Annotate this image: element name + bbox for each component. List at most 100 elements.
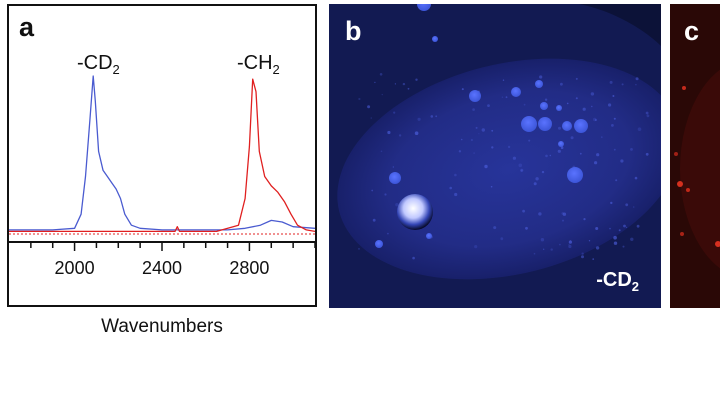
speckle-dot <box>384 193 387 196</box>
peak-label-cd2-text: -CD <box>77 52 113 74</box>
speckle-dot <box>568 240 572 244</box>
speckle-dot <box>535 177 539 181</box>
speckle-dot <box>632 206 635 208</box>
spectrum-chart: 2000 2400 2800 <box>9 75 315 278</box>
speckle-dot <box>608 103 612 107</box>
speckle-dot <box>475 126 478 129</box>
speckle-dot <box>522 209 525 213</box>
speckle-dot <box>470 138 473 142</box>
speckle-dot <box>539 75 543 79</box>
speckle-dot <box>620 159 624 163</box>
speckle-dot <box>398 134 402 137</box>
peak-label-ch2: -CH2 <box>237 52 280 77</box>
panel-a-letter: a <box>19 12 35 42</box>
speckle-dot <box>590 92 595 96</box>
speckle-dot <box>380 150 383 153</box>
speckle-dot <box>596 153 600 157</box>
channel-label-sub: 2 <box>631 279 639 294</box>
speckle-dot <box>595 227 599 230</box>
speckle-dot <box>562 212 567 216</box>
speckle-dot <box>474 245 478 249</box>
speckle-dot <box>630 237 634 241</box>
panel-b-channel-label: -CD2 <box>596 269 639 294</box>
speckle-dot <box>618 229 621 232</box>
speckle-dot <box>560 146 564 149</box>
speckle-dot <box>472 108 475 111</box>
lipid-droplets <box>375 4 588 248</box>
speckle-dot <box>646 114 650 118</box>
panel-c-letter: c <box>684 16 700 46</box>
speckle-dot <box>392 166 394 168</box>
speckle-dot <box>562 219 564 222</box>
speckle-dot <box>582 107 586 111</box>
series-line-cd2 <box>9 75 315 231</box>
speckle-dot <box>637 127 642 131</box>
speckle-dot <box>525 226 528 230</box>
speckle-dot <box>507 145 511 149</box>
speckle-dot <box>538 212 542 216</box>
speckle-dot <box>621 83 624 86</box>
speckle-dot <box>493 226 497 230</box>
speckle-dot <box>579 152 582 155</box>
cell-image-cd2 <box>329 4 661 308</box>
speckle-dot <box>645 152 649 156</box>
speckle-dot <box>520 168 524 172</box>
speckle-dot <box>615 179 618 182</box>
speckle-dot <box>634 176 638 180</box>
speckle-dot <box>407 87 410 90</box>
speckle-dot <box>613 235 617 240</box>
speckle-dot <box>505 96 508 99</box>
speckle-dot <box>568 244 570 246</box>
speckle-dot <box>490 185 493 188</box>
large-droplet <box>397 194 433 230</box>
speckle-dot <box>623 224 626 228</box>
speckle-dot <box>487 104 490 107</box>
x-tick-label: 2800 <box>229 258 269 278</box>
speckle-dot <box>501 96 504 98</box>
speckle-dot <box>583 218 586 221</box>
speckle-dot <box>374 81 376 84</box>
peak-label-ch2-sub: 2 <box>272 62 280 77</box>
speckle-dot <box>500 237 504 241</box>
channel-label-text: -CD <box>596 269 632 291</box>
speckle-dot <box>581 252 584 255</box>
speckle-dot <box>611 124 614 127</box>
peak-label-ch2-text: -CH <box>237 52 273 74</box>
peak-label-cd2: -CD2 <box>77 52 120 77</box>
panel-b-micrograph: b -CD2 <box>329 4 661 308</box>
speckle-dot <box>560 82 563 86</box>
peak-label-cd2-sub: 2 <box>112 62 120 77</box>
speckle-dot <box>645 111 649 115</box>
speckle-dot <box>609 80 613 84</box>
speckle-dot <box>379 73 383 76</box>
speckle-dot <box>612 95 615 97</box>
speckle-dot <box>518 163 523 168</box>
speckle-dot <box>549 154 551 157</box>
speckle-dot <box>435 115 438 118</box>
speckle-dot <box>481 128 485 132</box>
speckle-dot <box>592 258 594 260</box>
x-tick-label: 2000 <box>55 258 95 278</box>
speckle-dot <box>370 117 373 119</box>
speckle-dot <box>635 77 639 81</box>
speckle-dot <box>520 169 523 172</box>
speckle-dot <box>594 161 598 165</box>
speckle-dot <box>630 148 633 151</box>
speckle-dot <box>595 246 600 250</box>
speckle-dot <box>478 133 480 135</box>
speckle-dot <box>367 105 371 109</box>
speckle-dot <box>454 192 458 197</box>
panel-b-letter: b <box>345 16 362 46</box>
speckle-dot <box>613 117 616 120</box>
speckle-dot <box>412 256 415 260</box>
speckle-dot <box>609 227 611 230</box>
speckle-dot <box>541 170 545 174</box>
speckle-dot <box>528 139 531 142</box>
speckle-dot <box>460 138 463 141</box>
speckle-dot <box>358 97 361 101</box>
speckle-dot <box>415 78 418 81</box>
speckle-dot <box>417 117 421 121</box>
speckle-dot <box>461 88 464 91</box>
speckle-dot <box>544 98 548 101</box>
speckle-dot <box>613 148 616 151</box>
